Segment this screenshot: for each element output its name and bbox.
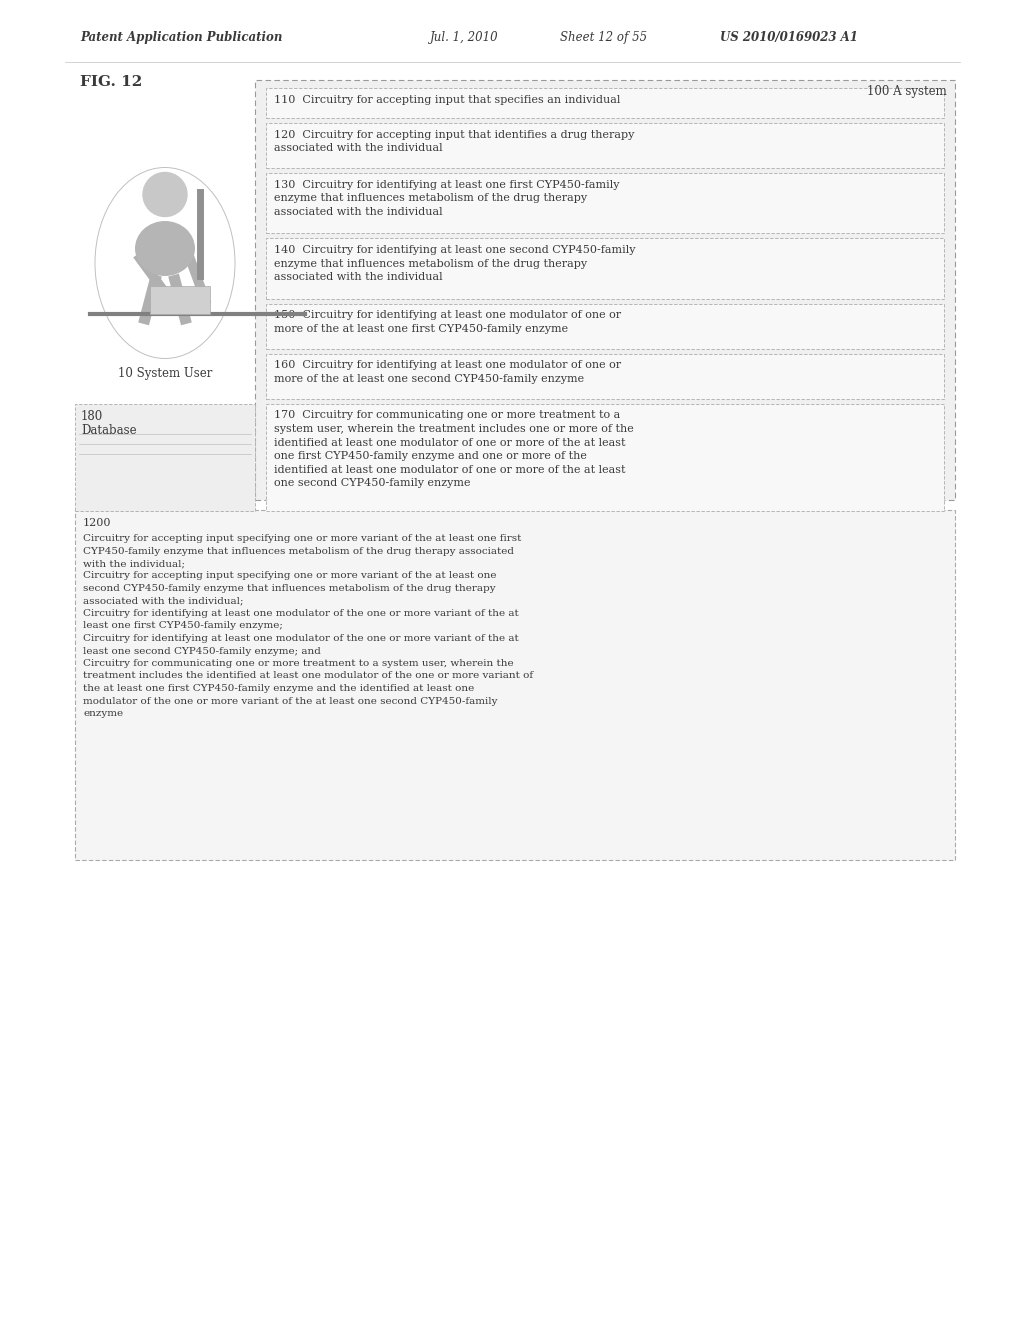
Text: 100 A system: 100 A system bbox=[867, 84, 947, 98]
Text: 170  Circuitry for communicating one or more treatment to a
system user, wherein: 170 Circuitry for communicating one or m… bbox=[274, 411, 634, 488]
Text: 1200: 1200 bbox=[83, 517, 112, 528]
FancyBboxPatch shape bbox=[150, 285, 210, 314]
Text: Patent Application Publication: Patent Application Publication bbox=[80, 32, 283, 45]
Text: 130  Circuitry for identifying at least one first CYP450-family
enzyme that infl: 130 Circuitry for identifying at least o… bbox=[274, 180, 620, 216]
Text: 120  Circuitry for accepting input that identifies a drug therapy
associated wit: 120 Circuitry for accepting input that i… bbox=[274, 129, 635, 153]
Text: 110  Circuitry for accepting input that specifies an individual: 110 Circuitry for accepting input that s… bbox=[274, 95, 621, 106]
Text: FIG. 12: FIG. 12 bbox=[80, 75, 142, 88]
FancyBboxPatch shape bbox=[266, 404, 944, 511]
Text: Jul. 1, 2010: Jul. 1, 2010 bbox=[430, 32, 499, 45]
FancyBboxPatch shape bbox=[266, 354, 944, 399]
FancyBboxPatch shape bbox=[75, 404, 255, 511]
Text: Sheet 12 of 55: Sheet 12 of 55 bbox=[560, 32, 647, 45]
Text: 180
Database: 180 Database bbox=[81, 409, 136, 437]
Text: 10 System User: 10 System User bbox=[118, 367, 212, 380]
Circle shape bbox=[143, 173, 187, 216]
Text: Circuitry for accepting input specifying one or more variant of the at least one: Circuitry for accepting input specifying… bbox=[83, 535, 534, 718]
Text: 140  Circuitry for identifying at least one second CYP450-family
enzyme that inf: 140 Circuitry for identifying at least o… bbox=[274, 246, 636, 282]
FancyBboxPatch shape bbox=[255, 81, 955, 500]
Text: 160  Circuitry for identifying at least one modulator of one or
more of the at l: 160 Circuitry for identifying at least o… bbox=[274, 360, 622, 384]
Ellipse shape bbox=[135, 220, 195, 276]
FancyBboxPatch shape bbox=[266, 123, 944, 168]
FancyBboxPatch shape bbox=[266, 88, 944, 117]
FancyBboxPatch shape bbox=[266, 304, 944, 348]
FancyBboxPatch shape bbox=[266, 173, 944, 234]
Text: 150  Circuitry for identifying at least one modulator of one or
more of the at l: 150 Circuitry for identifying at least o… bbox=[274, 310, 622, 334]
Text: US 2010/0169023 A1: US 2010/0169023 A1 bbox=[720, 32, 858, 45]
FancyBboxPatch shape bbox=[75, 510, 955, 861]
FancyBboxPatch shape bbox=[266, 238, 944, 298]
